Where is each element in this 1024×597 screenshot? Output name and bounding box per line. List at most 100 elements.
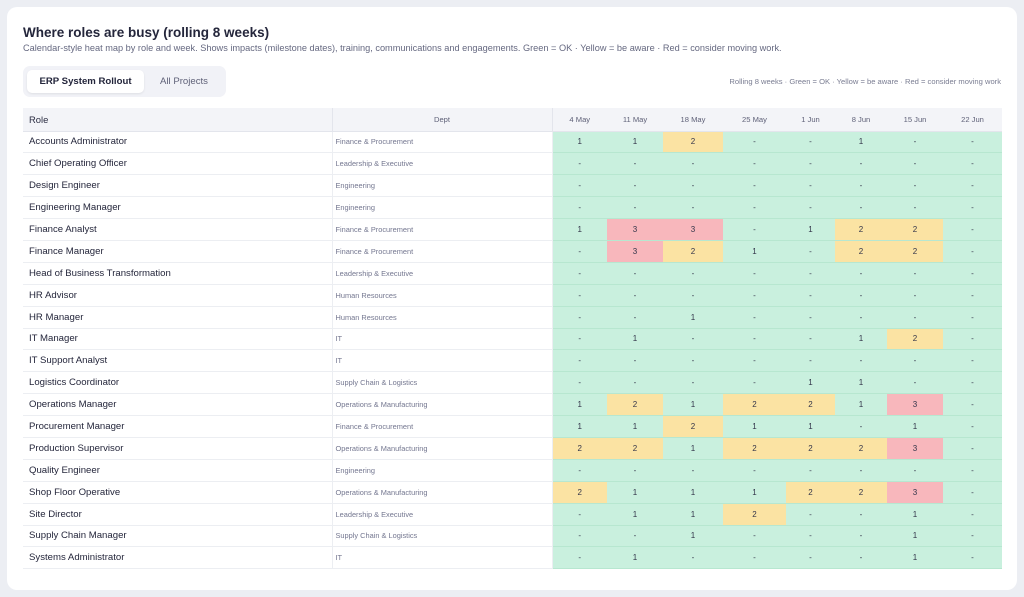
heatmap-cell[interactable]: 2 [887, 328, 943, 351]
table-row[interactable]: Site Director Leadership & Executive -1 1 2-… [23, 503, 1002, 526]
heatmap-cell[interactable]: - [887, 306, 943, 329]
heatmap-cell[interactable]: 1 [835, 393, 887, 417]
heatmap-cell[interactable]: - [943, 196, 1002, 220]
heatmap-cell[interactable]: - [723, 262, 786, 285]
heatmap-cell[interactable]: - [663, 328, 723, 351]
heatmap-cell[interactable]: - [943, 393, 1002, 417]
heatmap-cell[interactable]: 2 [723, 393, 786, 417]
heatmap-cell[interactable]: 1 [887, 415, 943, 438]
heatmap-cell[interactable]: - [607, 371, 663, 395]
heatmap-cell[interactable]: - [786, 328, 835, 351]
heatmap-cell[interactable]: - [723, 196, 786, 220]
heatmap-cell[interactable]: - [552, 262, 607, 285]
heatmap-cell[interactable]: 1 [887, 525, 943, 548]
heatmap-cell[interactable]: - [943, 174, 1002, 198]
heatmap-cell[interactable]: - [943, 152, 1002, 176]
heatmap-cell[interactable]: - [607, 306, 663, 329]
heatmap-cell[interactable]: - [786, 546, 835, 570]
table-row[interactable]: Finance Manager Finance & Procurement -3 2 1… [23, 240, 1002, 263]
heatmap-cell[interactable]: - [786, 503, 835, 526]
heatmap-cell[interactable]: - [835, 503, 887, 526]
column-header-week[interactable]: 15 Jun [887, 108, 943, 132]
heatmap-cell[interactable]: 1 [663, 481, 723, 504]
heatmap-cell[interactable]: - [786, 240, 835, 263]
heatmap-cell[interactable]: - [552, 174, 607, 198]
column-header-week[interactable]: 18 May [663, 108, 723, 132]
table-row[interactable]: Supply Chain Manager Supply Chain & Logis… [23, 525, 1002, 548]
heatmap-cell[interactable]: 1 [552, 218, 607, 241]
heatmap-cell[interactable]: - [786, 152, 835, 176]
heatmap-cell[interactable]: 1 [835, 371, 887, 395]
heatmap-cell[interactable]: 1 [552, 393, 607, 417]
heatmap-cell[interactable]: 2 [552, 437, 607, 460]
table-row[interactable]: HR Manager Human Resources - -1- - - - - [23, 306, 1002, 329]
heatmap-cell[interactable]: - [607, 174, 663, 198]
column-header-week[interactable]: 11 May [607, 108, 663, 132]
heatmap-cell[interactable]: - [552, 503, 607, 526]
table-row[interactable]: Procurement Manager Finance & Procurement… [23, 415, 1002, 438]
heatmap-cell[interactable]: - [663, 349, 723, 373]
table-row[interactable]: Chief Operating Officer Leadership & Exec… [23, 152, 1002, 176]
heatmap-cell[interactable]: 2 [663, 415, 723, 438]
heatmap-cell[interactable]: 2 [607, 437, 663, 460]
heatmap-cell[interactable]: - [552, 546, 607, 570]
heatmap-cell[interactable]: - [943, 481, 1002, 504]
heatmap-cell[interactable]: 1 [552, 131, 607, 154]
heatmap-cell[interactable]: - [786, 131, 835, 154]
table-row[interactable]: IT Support Analyst IT - - - - - - - - [23, 349, 1002, 373]
heatmap-cell[interactable]: 2 [723, 503, 786, 526]
heatmap-cell[interactable]: - [607, 284, 663, 307]
heatmap-cell[interactable]: 1 [786, 415, 835, 438]
column-header-week[interactable]: 4 May [552, 108, 607, 132]
heatmap-cell[interactable]: - [786, 349, 835, 373]
column-header-week[interactable]: 8 Jun [835, 108, 887, 132]
heatmap-cell[interactable]: - [887, 174, 943, 198]
heatmap-cell[interactable]: 1 [607, 415, 663, 438]
heatmap-cell[interactable]: 1 [786, 371, 835, 395]
heatmap-cell[interactable]: - [723, 174, 786, 198]
heatmap-cell[interactable]: 2 [887, 218, 943, 241]
heatmap-cell[interactable]: 3 [607, 218, 663, 241]
heatmap-cell[interactable]: 1 [723, 415, 786, 438]
heatmap-cell[interactable]: 2 [835, 240, 887, 263]
heatmap-cell[interactable]: 1 [887, 503, 943, 526]
heatmap-cell[interactable]: - [887, 152, 943, 176]
heatmap-cell[interactable]: - [723, 459, 786, 482]
heatmap-cell[interactable]: 1 [552, 415, 607, 438]
heatmap-cell[interactable]: 3 [887, 481, 943, 504]
heatmap-cell[interactable]: - [835, 152, 887, 176]
table-row[interactable]: HR Advisor Human Resources - - - - - - - - [23, 284, 1002, 307]
heatmap-cell[interactable]: - [663, 371, 723, 395]
heatmap-cell[interactable]: 1 [723, 240, 786, 263]
heatmap-cell[interactable]: - [663, 546, 723, 570]
heatmap-cell[interactable]: - [552, 306, 607, 329]
table-row[interactable]: Quality Engineer Engineering - - - - - - - - [23, 459, 1002, 482]
heatmap-cell[interactable]: - [786, 306, 835, 329]
heatmap-cell[interactable]: - [835, 196, 887, 220]
heatmap-cell[interactable]: - [835, 459, 887, 482]
heatmap-cell[interactable]: 1 [663, 437, 723, 460]
heatmap-cell[interactable]: 3 [607, 240, 663, 263]
heatmap-cell[interactable]: - [663, 459, 723, 482]
heatmap-cell[interactable]: - [723, 525, 786, 548]
heatmap-cell[interactable]: 1 [607, 503, 663, 526]
column-header-dept[interactable]: Dept [331, 108, 553, 132]
heatmap-cell[interactable]: - [943, 415, 1002, 438]
table-row[interactable]: Accounts Administrator Finance & Procurem… [23, 131, 1002, 154]
heatmap-cell[interactable]: - [887, 284, 943, 307]
heatmap-cell[interactable]: 1 [723, 481, 786, 504]
heatmap-cell[interactable]: 2 [552, 481, 607, 504]
heatmap-cell[interactable]: 2 [835, 481, 887, 504]
tab-all-projects[interactable]: All Projects [160, 76, 208, 87]
heatmap-cell[interactable]: - [943, 284, 1002, 307]
heatmap-cell[interactable]: - [943, 546, 1002, 570]
heatmap-cell[interactable]: - [607, 262, 663, 285]
heatmap-cell[interactable]: - [723, 371, 786, 395]
heatmap-cell[interactable]: - [887, 262, 943, 285]
heatmap-cell[interactable]: 1 [887, 546, 943, 570]
table-row[interactable]: Production Supervisor Operations & Manufa… [23, 437, 1002, 460]
tab-erp-system-rollout[interactable]: ERP System Rollout [27, 70, 144, 93]
heatmap-cell[interactable]: - [943, 459, 1002, 482]
heatmap-cell[interactable]: - [607, 152, 663, 176]
heatmap-cell[interactable]: 2 [663, 131, 723, 154]
